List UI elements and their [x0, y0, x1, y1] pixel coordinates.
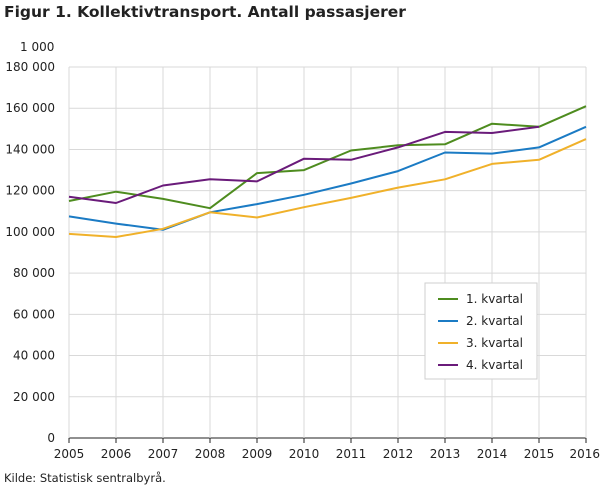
legend-label: 1. kvartal: [466, 292, 523, 306]
y-tick-label: 180 000: [5, 60, 55, 74]
y-tick-label: 160 000: [5, 101, 55, 115]
x-tick-label: 2007: [148, 447, 179, 461]
y-tick-label: 140 000: [5, 142, 55, 156]
y-axis-unit: 1 000: [20, 40, 55, 54]
x-tick-label: 2006: [101, 447, 132, 461]
series-line-4: [68, 125, 540, 204]
series-line-3: [68, 138, 587, 238]
x-tick-label: 2012: [383, 447, 414, 461]
y-tick-label: 60 000: [13, 307, 55, 321]
x-tick-label: 2008: [195, 447, 226, 461]
x-tick-label: 2010: [289, 447, 320, 461]
y-tick-label: 80 000: [13, 266, 55, 280]
series-lines: [68, 105, 587, 238]
x-tick-label: 2009: [242, 447, 273, 461]
y-tick-label: 100 000: [5, 225, 55, 239]
legend-label: 4. kvartal: [466, 358, 523, 372]
x-tick-label: 2014: [477, 447, 508, 461]
x-tick-label: 2013: [430, 447, 461, 461]
source-note: Kilde: Statistisk sentralbyrå.: [4, 471, 166, 485]
y-axis-ticks: 0 20 000 40 000 60 000 80 000 100 000 120 000 1…: [5, 60, 55, 445]
y-tick-label: 120 000: [5, 184, 55, 198]
legend-label: 3. kvartal: [466, 336, 523, 350]
x-axis-ticks: 2005 2006 2007 2008 2009 2010 2011 2012 2013 2014…: [54, 438, 600, 461]
legend-label: 2. kvartal: [466, 314, 523, 328]
y-tick-label: 40 000: [13, 349, 55, 363]
x-tick-label: 2005: [54, 447, 85, 461]
x-tick-label: 2016: [569, 447, 600, 461]
x-tick-label: 2015: [524, 447, 555, 461]
y-tick-label: 20 000: [13, 390, 55, 404]
y-tick-label: 0: [47, 431, 55, 445]
gridlines: [68, 66, 587, 439]
chart-title: Figur 1. Kollektivtransport. Antall pass…: [4, 3, 406, 21]
series-line-2: [68, 125, 587, 231]
x-tick-label: 2011: [336, 447, 367, 461]
legend: 1. kvartal 2. kvartal 3. kvartal 4. kvartal: [424, 282, 538, 380]
series-line-1: [68, 105, 587, 210]
